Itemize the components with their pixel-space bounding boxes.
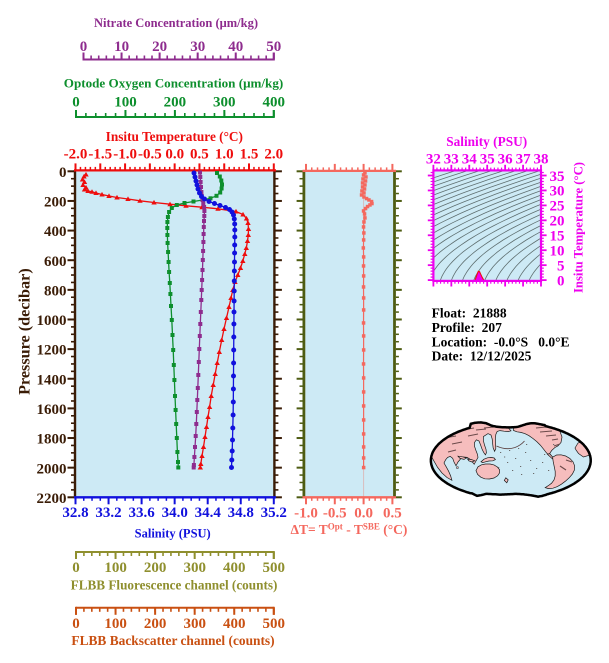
svg-text:500: 500 (263, 560, 286, 576)
svg-text:Insitu Temperature (°C): Insitu Temperature (°C) (106, 129, 243, 144)
svg-text:500: 500 (263, 616, 286, 632)
svg-text:200: 200 (44, 195, 67, 211)
svg-text:0.0: 0.0 (354, 506, 373, 522)
svg-text:800: 800 (44, 283, 67, 299)
svg-text:1000: 1000 (37, 313, 67, 329)
svg-text:1200: 1200 (37, 343, 67, 359)
svg-text:Location: -0.0°S 0.0°E: Location: -0.0°S 0.0°E (432, 334, 570, 349)
svg-text:400: 400 (263, 95, 286, 111)
svg-text:FLBB Backscatter channel (coun: FLBB Backscatter channel (counts) (71, 633, 274, 648)
svg-text:-0.5: -0.5 (138, 147, 162, 163)
svg-text:0: 0 (72, 616, 80, 632)
svg-text:32.8: 32.8 (62, 505, 88, 521)
svg-text:0.0: 0.0 (165, 147, 184, 163)
svg-text:2000: 2000 (37, 461, 67, 477)
svg-text:-1.0: -1.0 (113, 147, 137, 163)
svg-text:Profile: 207: Profile: 207 (432, 320, 502, 335)
svg-text:Insitu Temperature (°C): Insitu Temperature (°C) (572, 162, 586, 293)
svg-text:-1.0: -1.0 (294, 506, 318, 522)
svg-text:1600: 1600 (37, 402, 67, 418)
svg-text:0: 0 (80, 39, 88, 55)
svg-text:37: 37 (516, 152, 532, 168)
svg-text:Optode Oxygen Concentration (μ: Optode Oxygen Concentration (μm/kg) (64, 76, 283, 91)
svg-text:34: 34 (462, 152, 478, 168)
svg-text:FLBB Fluorescence channel (cou: FLBB Fluorescence channel (counts) (71, 578, 278, 593)
svg-text:300: 300 (183, 616, 206, 632)
svg-text:1.5: 1.5 (240, 147, 259, 163)
svg-text:32: 32 (426, 152, 441, 168)
svg-text:20: 20 (152, 39, 167, 55)
svg-text:33.6: 33.6 (128, 505, 155, 521)
svg-text:Salinity (PSU): Salinity (PSU) (135, 527, 211, 541)
svg-text:38: 38 (534, 152, 549, 168)
svg-text:0: 0 (72, 95, 80, 111)
svg-text:0: 0 (72, 560, 80, 576)
svg-text:Float: 21888: Float: 21888 (432, 306, 507, 321)
svg-text:1400: 1400 (37, 372, 67, 388)
svg-text:1.0: 1.0 (215, 147, 234, 163)
svg-text:35.2: 35.2 (261, 505, 287, 521)
svg-text:30: 30 (550, 184, 565, 200)
svg-text:-2.0: -2.0 (64, 147, 88, 163)
svg-text:35: 35 (480, 152, 495, 168)
svg-text:100: 100 (104, 560, 127, 576)
svg-text:25: 25 (550, 199, 565, 215)
svg-text:2.0: 2.0 (264, 147, 283, 163)
svg-text:33: 33 (444, 152, 459, 168)
svg-text:-1.5: -1.5 (88, 147, 112, 163)
svg-text:300: 300 (213, 95, 236, 111)
svg-text:36: 36 (498, 152, 514, 168)
svg-text:1800: 1800 (37, 432, 67, 448)
svg-text:Nitrate Concentration (μm/kg): Nitrate Concentration (μm/kg) (94, 16, 258, 30)
svg-text:200: 200 (164, 95, 187, 111)
svg-text:34.0: 34.0 (162, 505, 188, 521)
svg-text:10: 10 (114, 39, 129, 55)
svg-text:15: 15 (550, 229, 565, 245)
svg-text:0: 0 (557, 273, 565, 289)
svg-text:200: 200 (144, 616, 167, 632)
svg-text:50: 50 (266, 39, 281, 55)
svg-text:Pressure (decibar): Pressure (decibar) (16, 268, 34, 395)
svg-text:34.8: 34.8 (228, 505, 254, 521)
svg-text:33.2: 33.2 (95, 505, 121, 521)
svg-text:0.5: 0.5 (190, 147, 209, 163)
svg-text:-0.5: -0.5 (323, 506, 347, 522)
svg-text:30: 30 (190, 39, 205, 55)
svg-text:40: 40 (228, 39, 243, 55)
svg-text:34.4: 34.4 (195, 505, 222, 521)
svg-text:200: 200 (144, 560, 167, 576)
svg-text:300: 300 (183, 560, 206, 576)
svg-text:20: 20 (550, 214, 565, 230)
svg-text:35: 35 (550, 169, 565, 185)
svg-text:400: 400 (223, 560, 246, 576)
svg-text:100: 100 (104, 616, 127, 632)
svg-text:ΔT= TOpt - TSBE (°C): ΔT= TOpt - TSBE (°C) (291, 522, 408, 538)
svg-text:10: 10 (550, 244, 565, 260)
svg-text:5: 5 (557, 259, 565, 275)
svg-text:Salinity (PSU): Salinity (PSU) (446, 134, 527, 149)
svg-text:100: 100 (114, 95, 137, 111)
svg-text:0.5: 0.5 (383, 506, 402, 522)
svg-text:400: 400 (44, 224, 67, 240)
svg-text:400: 400 (223, 616, 246, 632)
svg-text:0: 0 (59, 165, 67, 181)
svg-text:2200: 2200 (37, 491, 67, 507)
svg-text:600: 600 (44, 254, 67, 270)
svg-text:Date: 12/12/2025: Date: 12/12/2025 (432, 348, 532, 363)
